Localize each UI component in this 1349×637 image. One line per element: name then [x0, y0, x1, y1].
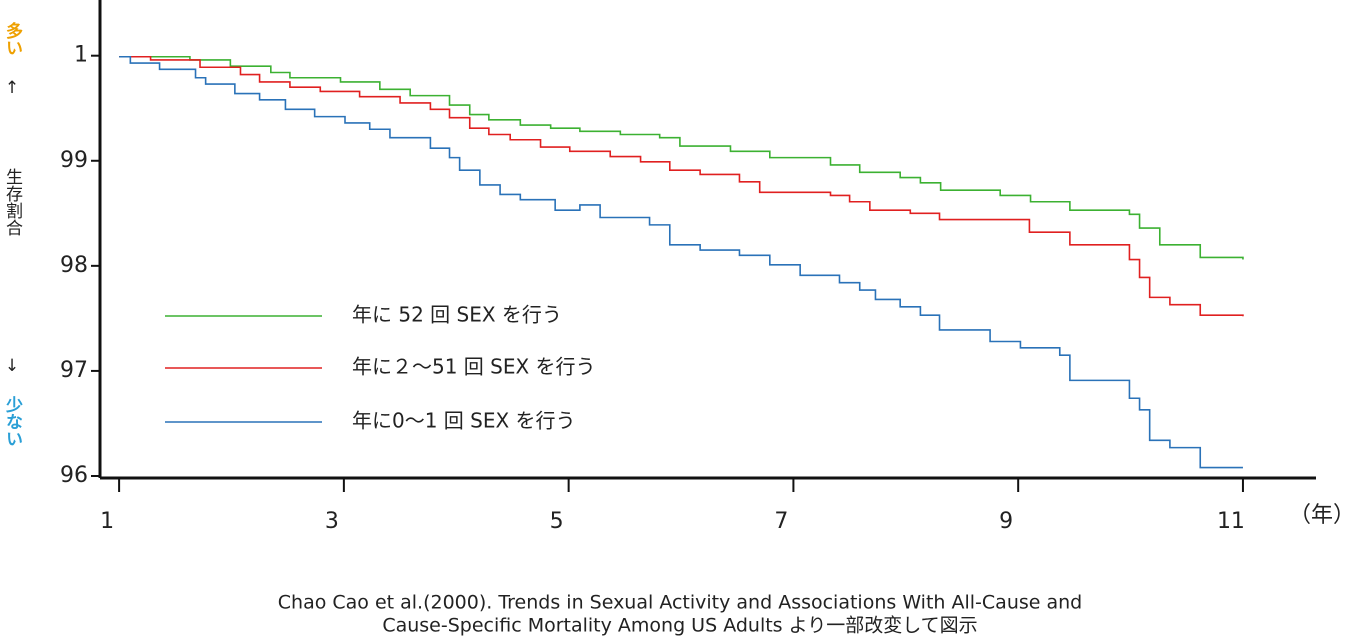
y-bottom-label: 少ない [2, 396, 24, 447]
y-tick-label: 98 [60, 253, 88, 278]
x-unit: （年） [1289, 503, 1349, 528]
y-bottom-arrow: ↓ [2, 356, 22, 376]
y-tick-label: 1 [74, 43, 88, 68]
y-top-arrow: ↑ [2, 78, 22, 98]
y-top-label: 多い [2, 21, 23, 56]
x-tick-label: 11 [1217, 509, 1245, 534]
y-tick-label: 97 [60, 358, 88, 383]
caption: Chao Cao et al.(2000). Trends in Sexual … [278, 592, 1082, 614]
x-tick-label: 5 [550, 509, 564, 534]
x-tick-label: 9 [999, 509, 1013, 534]
legend-label: 年に0～1 回 SEX を行う [352, 409, 576, 433]
legend-label: 年に２～51 回 SEX を行う [352, 355, 596, 379]
legend-label: 年に 52 回 SEX を行う [352, 303, 562, 327]
x-tick-label: 1 [100, 509, 114, 534]
y-tick-label: 96 [60, 463, 88, 488]
survival-line [119, 55, 1243, 469]
survival-line [119, 55, 1244, 317]
y-axis-label: 生存割合 [2, 168, 23, 236]
survival-line [119, 55, 1244, 260]
x-tick-label: 3 [325, 509, 339, 534]
caption: Cause-Specific Mortality Among US Adults… [382, 615, 977, 637]
x-tick-label: 7 [774, 509, 788, 534]
y-tick-label: 99 [60, 148, 88, 173]
